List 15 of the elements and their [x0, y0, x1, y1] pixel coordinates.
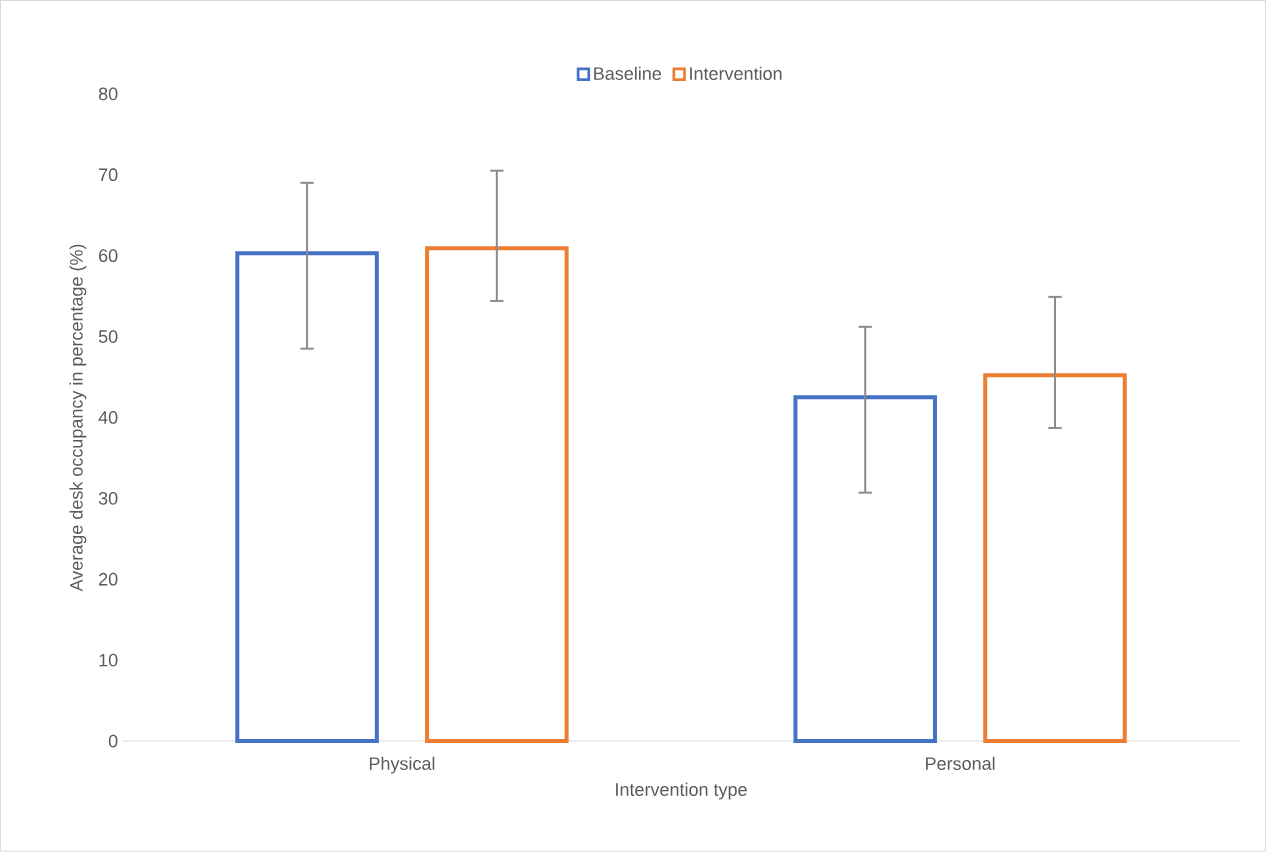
- y-tick-label: 20: [99, 572, 118, 586]
- y-tick-label: 30: [98, 492, 118, 505]
- x-tick-label: Personal: [926, 756, 995, 771]
- y-tick-label: 70: [99, 168, 118, 182]
- y-axis-title: Average desk occupancy in percentage (%): [69, 244, 87, 592]
- y-tick-label: 40: [98, 411, 118, 424]
- legend-label: Baseline: [594, 66, 662, 81]
- x-axis-title: Intervention type: [616, 782, 747, 800]
- legend-label: Intervention: [690, 66, 782, 81]
- y-tick-label: 0: [108, 734, 118, 748]
- x-tick-label: Physical: [369, 756, 435, 774]
- y-tick-label: 10: [99, 653, 118, 667]
- y-tick-label: 60: [99, 249, 118, 263]
- y-tick-label: 80: [98, 87, 118, 101]
- y-tick-label: 50: [98, 330, 118, 343]
